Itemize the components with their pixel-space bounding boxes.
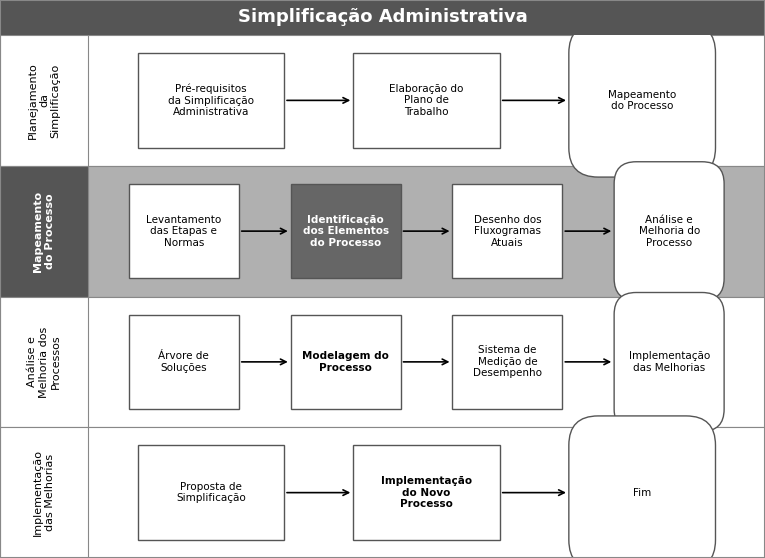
Bar — [353, 53, 500, 148]
FancyBboxPatch shape — [569, 23, 715, 177]
Text: Árvore de
Soluções: Árvore de Soluções — [158, 351, 210, 373]
Text: Implementação
das Melhorias: Implementação das Melhorias — [629, 351, 710, 373]
Bar — [0, 35, 88, 166]
Bar — [0, 296, 765, 427]
Bar — [452, 184, 562, 278]
Text: Análise e
Melhoria do
Processo: Análise e Melhoria do Processo — [639, 214, 700, 248]
Text: Identificação
dos Elementos
do Processo: Identificação dos Elementos do Processo — [303, 214, 389, 248]
Text: Simplificação Administrativa: Simplificação Administrativa — [238, 8, 527, 26]
Text: Planejamento
da
Simplificação: Planejamento da Simplificação — [28, 62, 60, 139]
Text: Levantamento
das Etapas e
Normas: Levantamento das Etapas e Normas — [146, 214, 222, 248]
Text: Sistema de
Medição de
Desempenho: Sistema de Medição de Desempenho — [473, 345, 542, 378]
Bar — [138, 53, 284, 148]
Text: Desenho dos
Fluxogramas
Atuais: Desenho dos Fluxogramas Atuais — [474, 214, 541, 248]
Bar — [0, 296, 88, 427]
Text: Fim: Fim — [633, 488, 651, 498]
Bar — [291, 315, 401, 409]
Bar — [0, 166, 88, 296]
Bar — [0, 427, 765, 558]
Text: Implementação
do Novo
Processo: Implementação do Novo Processo — [381, 476, 472, 509]
Text: Implementação
das Melhorias: Implementação das Melhorias — [33, 449, 55, 536]
Bar — [0, 0, 765, 35]
Bar — [0, 427, 88, 558]
FancyBboxPatch shape — [614, 292, 724, 431]
FancyBboxPatch shape — [569, 416, 715, 558]
Text: Análise e
Melhoria dos
Processos: Análise e Melhoria dos Processos — [28, 326, 60, 397]
Bar — [353, 445, 500, 540]
Text: Pré-requisitos
da Simplificação
Administrativa: Pré-requisitos da Simplificação Administ… — [168, 84, 254, 117]
Bar — [129, 184, 239, 278]
Text: Elaboração do
Plano de
Trabalho: Elaboração do Plano de Trabalho — [389, 84, 464, 117]
FancyBboxPatch shape — [614, 162, 724, 301]
Bar — [0, 35, 765, 166]
Bar — [129, 315, 239, 409]
Bar — [138, 445, 284, 540]
Text: Proposta de
Simplificação: Proposta de Simplificação — [176, 482, 246, 503]
Bar — [0, 166, 765, 296]
Text: Modelagem do
Processo: Modelagem do Processo — [302, 351, 389, 373]
Text: Mapeamento
do Processo: Mapeamento do Processo — [608, 90, 676, 111]
Bar — [291, 184, 401, 278]
Bar — [452, 315, 562, 409]
Text: Mapeamento
do Processo: Mapeamento do Processo — [33, 191, 55, 272]
